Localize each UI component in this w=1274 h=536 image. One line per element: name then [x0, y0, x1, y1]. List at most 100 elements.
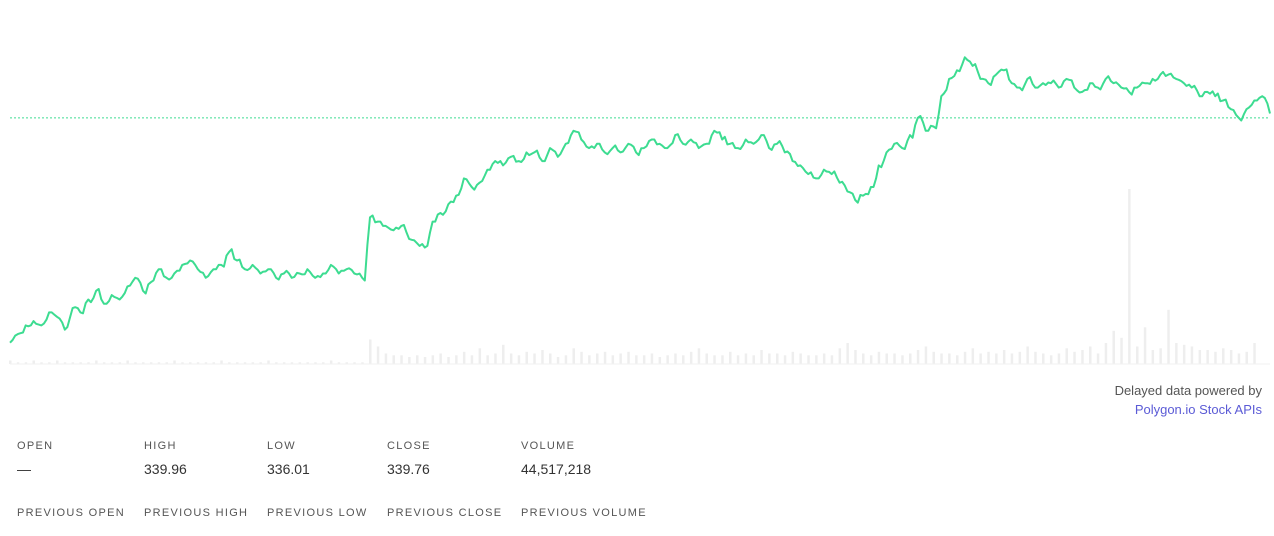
volume-bar: [588, 355, 591, 365]
volume-bar: [118, 362, 122, 365]
volume-bar: [329, 360, 333, 364]
volume-bar: [956, 355, 959, 365]
volume-bar: [517, 355, 521, 365]
volume-bar: [885, 353, 888, 364]
price-line: [9, 56, 1271, 344]
volume-bar: [580, 351, 583, 365]
volume-bar: [509, 353, 513, 364]
volume-bar: [1057, 353, 1061, 364]
low-value: 336.01: [267, 461, 310, 477]
volume-bar: [901, 355, 904, 365]
volume-bar: [611, 355, 615, 365]
volume-bar: [760, 350, 763, 364]
volume-bar: [416, 355, 419, 365]
volume-bar: [650, 353, 654, 364]
volume-bar: [713, 355, 716, 365]
volume-bar: [682, 355, 685, 365]
open-label: OPEN: [17, 440, 54, 452]
volume-bar: [572, 348, 575, 365]
volume-bar: [40, 362, 43, 365]
volume-bar: [1206, 350, 1209, 364]
volume-bar: [916, 350, 920, 364]
volume-bar: [259, 362, 262, 365]
volume-bar: [56, 360, 59, 364]
volume-bar: [642, 355, 646, 365]
volume-bar: [564, 355, 568, 365]
volume-bar: [16, 362, 20, 365]
volume-bar: [126, 360, 129, 364]
volume-bar: [79, 362, 82, 365]
volume-bar: [220, 360, 223, 364]
volume-bar: [830, 355, 834, 365]
volume-bar: [783, 355, 787, 365]
volume-bar: [455, 355, 458, 365]
stat-open: OPEN —: [17, 440, 144, 481]
volume-bar: [298, 362, 302, 365]
volume-bar: [744, 353, 748, 364]
volume-bar: [110, 362, 114, 365]
volume-bar: [689, 351, 693, 365]
volume-bar: [1222, 348, 1225, 365]
volume-bar: [408, 357, 411, 364]
polygon-link[interactable]: Polygon.io Stock APIs: [1134, 402, 1262, 417]
volume-bar: [486, 355, 489, 365]
volume-bar: [369, 339, 372, 364]
volume-bar: [322, 362, 325, 365]
volume-bar: [924, 346, 928, 364]
volume-bar: [877, 351, 881, 365]
volume-bar: [502, 344, 505, 365]
volume-value: 44,517,218: [521, 461, 592, 477]
volume-bar: [807, 355, 810, 365]
volume-bar: [196, 362, 200, 365]
volume-bar: [462, 351, 466, 365]
volume-bar: [478, 348, 482, 365]
volume-label: VOLUME: [521, 440, 576, 452]
volume-bar: [1034, 351, 1037, 365]
volume-bar: [541, 350, 544, 364]
volume-bar: [729, 351, 732, 365]
volume-bar: [1018, 351, 1022, 365]
volume-bar: [251, 362, 255, 365]
volume-bar: [666, 355, 669, 365]
volume-bar: [95, 360, 98, 364]
prev-open-label: PREVIOUS OPEN: [17, 507, 125, 519]
volume-bar: [267, 360, 270, 364]
volume-bar: [932, 351, 935, 365]
open-value: —: [17, 461, 31, 477]
volume-bar: [470, 355, 474, 365]
volume-bar: [361, 362, 364, 365]
volume-bar: [71, 362, 75, 365]
volume-bar: [1026, 346, 1029, 364]
volume-bar: [439, 353, 442, 364]
volume-bar: [243, 362, 247, 365]
prev-high-label: PREVIOUS HIGH: [144, 507, 249, 519]
volume-bar: [1112, 330, 1115, 365]
low-label: LOW: [267, 440, 296, 452]
volume-bar: [627, 351, 630, 365]
volume-bar: [165, 362, 168, 365]
volume-bar: [345, 362, 348, 365]
volume-bar: [1065, 348, 1068, 365]
volume-bar: [1198, 350, 1202, 364]
previous-stats-row: PREVIOUS OPEN PREVIOUS HIGH PREVIOUS LOW…: [17, 507, 661, 519]
volume-bar: [1081, 350, 1084, 364]
volume-bar: [142, 362, 145, 365]
volume-bar: [1136, 346, 1139, 364]
volume-bar: [1143, 327, 1147, 365]
volume-bar: [846, 343, 849, 364]
volume-bar: [940, 353, 943, 364]
volume-bar: [314, 362, 317, 365]
volume-bar: [1159, 348, 1162, 365]
volume-bar: [963, 351, 967, 365]
volume-bar: [24, 362, 28, 365]
volume-bar: [525, 351, 528, 365]
volume-bar: [384, 353, 388, 364]
volume-bar: [658, 357, 662, 364]
volume-bar: [862, 353, 865, 364]
volume-bar: [1002, 350, 1006, 364]
volume-bar: [1151, 350, 1155, 364]
volume-bar: [32, 360, 35, 364]
volume-bar: [1167, 309, 1170, 365]
volume-bar: [721, 355, 724, 365]
volume-bar: [1042, 353, 1045, 364]
